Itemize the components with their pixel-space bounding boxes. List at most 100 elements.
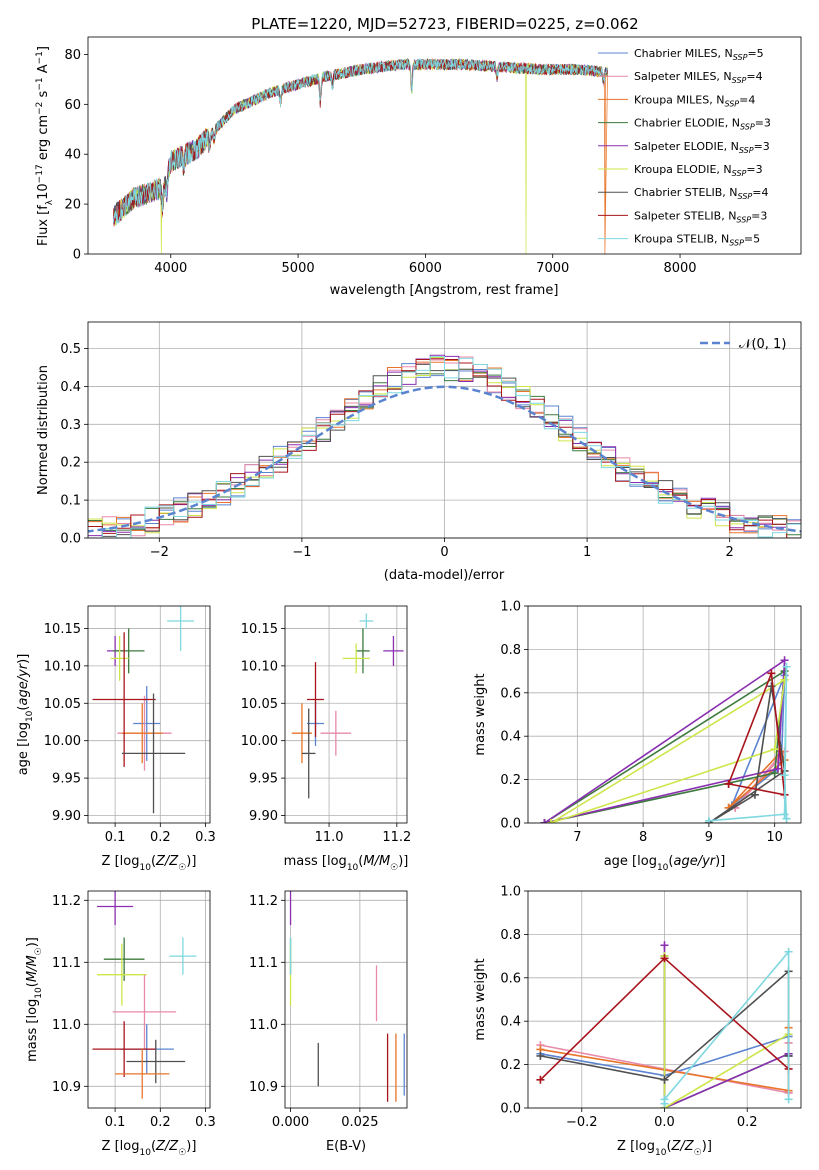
label-part: ☉ [694, 1148, 702, 1158]
label-part: ] [36, 46, 51, 51]
y-tick-label: 0.6 [500, 971, 521, 986]
weight-line-kroupa_elodie [663, 956, 790, 1108]
label-part: −1 [35, 77, 45, 90]
y-tick-label: 9.90 [249, 809, 278, 824]
label-part: 10 [655, 1148, 667, 1158]
x-axis-label: wavelength [Angstrom, rest frame] [330, 283, 559, 298]
label-part: )] [186, 1139, 196, 1154]
plot-area [291, 613, 404, 799]
label-part: ☉ [34, 947, 44, 955]
y-tick-label: 0.2 [500, 1058, 521, 1073]
label-part: Z [log [102, 854, 140, 869]
weight-marker-kroupa_elodie [770, 745, 779, 754]
weight-line-chabrier_elodie [663, 956, 789, 1108]
mass-vs-metallicity-panel: 0.1 0.2 0.310.911.011.111.2Z [log10(Z/Z☉)]… [25, 890, 216, 1158]
y-tick-label: 0.0 [60, 532, 81, 547]
legend-text: SSP [739, 146, 754, 155]
label-part: mass [log [25, 999, 40, 1062]
y-tick-label: 0.8 [500, 643, 521, 658]
weight-marker-chabrier_stelib [660, 1075, 669, 1084]
label-part: −1 [35, 51, 45, 64]
label-part: λ [45, 199, 55, 205]
label-part: 10 [347, 863, 359, 873]
x-tick-label: 0.0 [654, 1115, 675, 1130]
y-tick-label: 20 [64, 198, 81, 213]
y-tick-label: 10.05 [241, 697, 278, 712]
y-tick-label: 10.9 [249, 1080, 278, 1095]
label-part: age/yr [16, 662, 31, 705]
weight-marker-chabrier_elodie [770, 769, 779, 778]
y-tick-label: 1.0 [500, 600, 521, 615]
label-part: ( [668, 854, 673, 869]
label-part: Flux [f [36, 205, 51, 246]
x-tick-label: 0.1 [105, 1115, 126, 1130]
legend-entry: Salpeter STELIB, NSSP=3 [634, 209, 767, 224]
x-tick-label: 4000 [154, 261, 187, 276]
label-part: Z/Z [155, 1139, 179, 1154]
label-part: ☉ [390, 863, 398, 873]
label-part: −17 [35, 164, 45, 183]
weight-marker-kroupa_stelib [660, 1095, 669, 1104]
y-tick-label: 9.95 [52, 772, 81, 787]
legend-text: =3 [746, 163, 762, 176]
legend-text: Chabrier ELODIE, N [634, 117, 740, 130]
axes-frame [87, 36, 802, 255]
label-part: )] [186, 854, 196, 869]
legend-text: Chabrier STELIB, N [634, 186, 738, 199]
y-tick-label: 0.2 [500, 773, 521, 788]
plot-area [113, 57, 608, 254]
x-tick-label: 7000 [536, 261, 569, 276]
x-tick-label: 0.1 [105, 830, 126, 845]
legend-text: SSP [729, 239, 744, 248]
y-tick-label: 60 [64, 98, 81, 113]
legend-text: =4 [752, 186, 768, 199]
y-tick-label: 11.2 [52, 894, 81, 909]
label-part: 10 [25, 710, 35, 722]
age-vs-metallicity-panel: 0.1 0.2 0.3 9.90 9.95 10.00 10.05 10.10 10.15 Z [… [16, 605, 216, 873]
label-part: Z/Z [155, 854, 179, 869]
x-tick-label: 0.3 [195, 1115, 216, 1130]
legend-text: SSP [738, 192, 753, 201]
plot-area [92, 606, 195, 814]
x-tick-label: 11.2 [382, 830, 411, 845]
y-tick-label: 40 [64, 148, 81, 163]
spectrum-line-salpeter_stelib [113, 58, 608, 227]
legend-text: =3 [751, 209, 767, 222]
residuals-panel: −2 −1 0 1 2 0.0 0.1 0.2 0.3 0.4 0.5 𝒩(0, 1) (data-mo… [36, 321, 802, 583]
weight-line-salpeter_stelib [727, 673, 786, 796]
legend-text: =4 [746, 70, 762, 83]
spectrum-line-chabrier_miles [113, 58, 608, 224]
x-tick-label: 8000 [663, 261, 696, 276]
legend-text: Salpeter MILES, N [634, 70, 732, 83]
weight-marker-kroupa_elodie [547, 819, 556, 823]
weight-marker-salpeter_elodie [660, 941, 669, 950]
label-part: )] [702, 1139, 712, 1154]
weight-line-chabrier_elodie [543, 669, 786, 823]
weight-marker-salpeter_stelib [536, 1075, 545, 1084]
label-part: M/M [363, 854, 390, 869]
weight-marker-salpeter_stelib [767, 669, 776, 678]
plot-area [536, 941, 793, 1108]
x-tick-label: 11.0 [315, 830, 344, 845]
y-tick-label: 0.0 [500, 817, 521, 832]
legend-entry: 𝒩(0, 1) [739, 337, 786, 352]
spectrum-panel: 4000 5000 6000 7000 8000 0 20 40 60 80 Chabrier MI… [35, 36, 802, 298]
label-part: ☉ [178, 1148, 186, 1158]
weight-marker-salpeter_elodie [540, 819, 549, 823]
legend-entry: Kroupa MILES, NSSP=4 [634, 93, 755, 108]
plot-area [88, 354, 801, 538]
legend-text: SSP [732, 169, 747, 178]
y-tick-label: 0.5 [60, 342, 81, 357]
axes-frame [527, 605, 802, 824]
x-tick-label: 0.2 [150, 830, 171, 845]
y-axis-label: Normed distribution [36, 365, 51, 495]
x-tick-label: 7 [573, 830, 581, 845]
label-part: Z/Z [671, 1139, 695, 1154]
label-part: mass [log [284, 854, 347, 869]
plot-area [540, 656, 791, 823]
axes-frame [87, 605, 211, 824]
weight-marker-kroupa_stelib [780, 771, 789, 780]
weight-marker-kroupa_stelib [704, 816, 713, 823]
legend-text: =5 [744, 233, 760, 246]
legend-text: =5 [747, 47, 763, 60]
